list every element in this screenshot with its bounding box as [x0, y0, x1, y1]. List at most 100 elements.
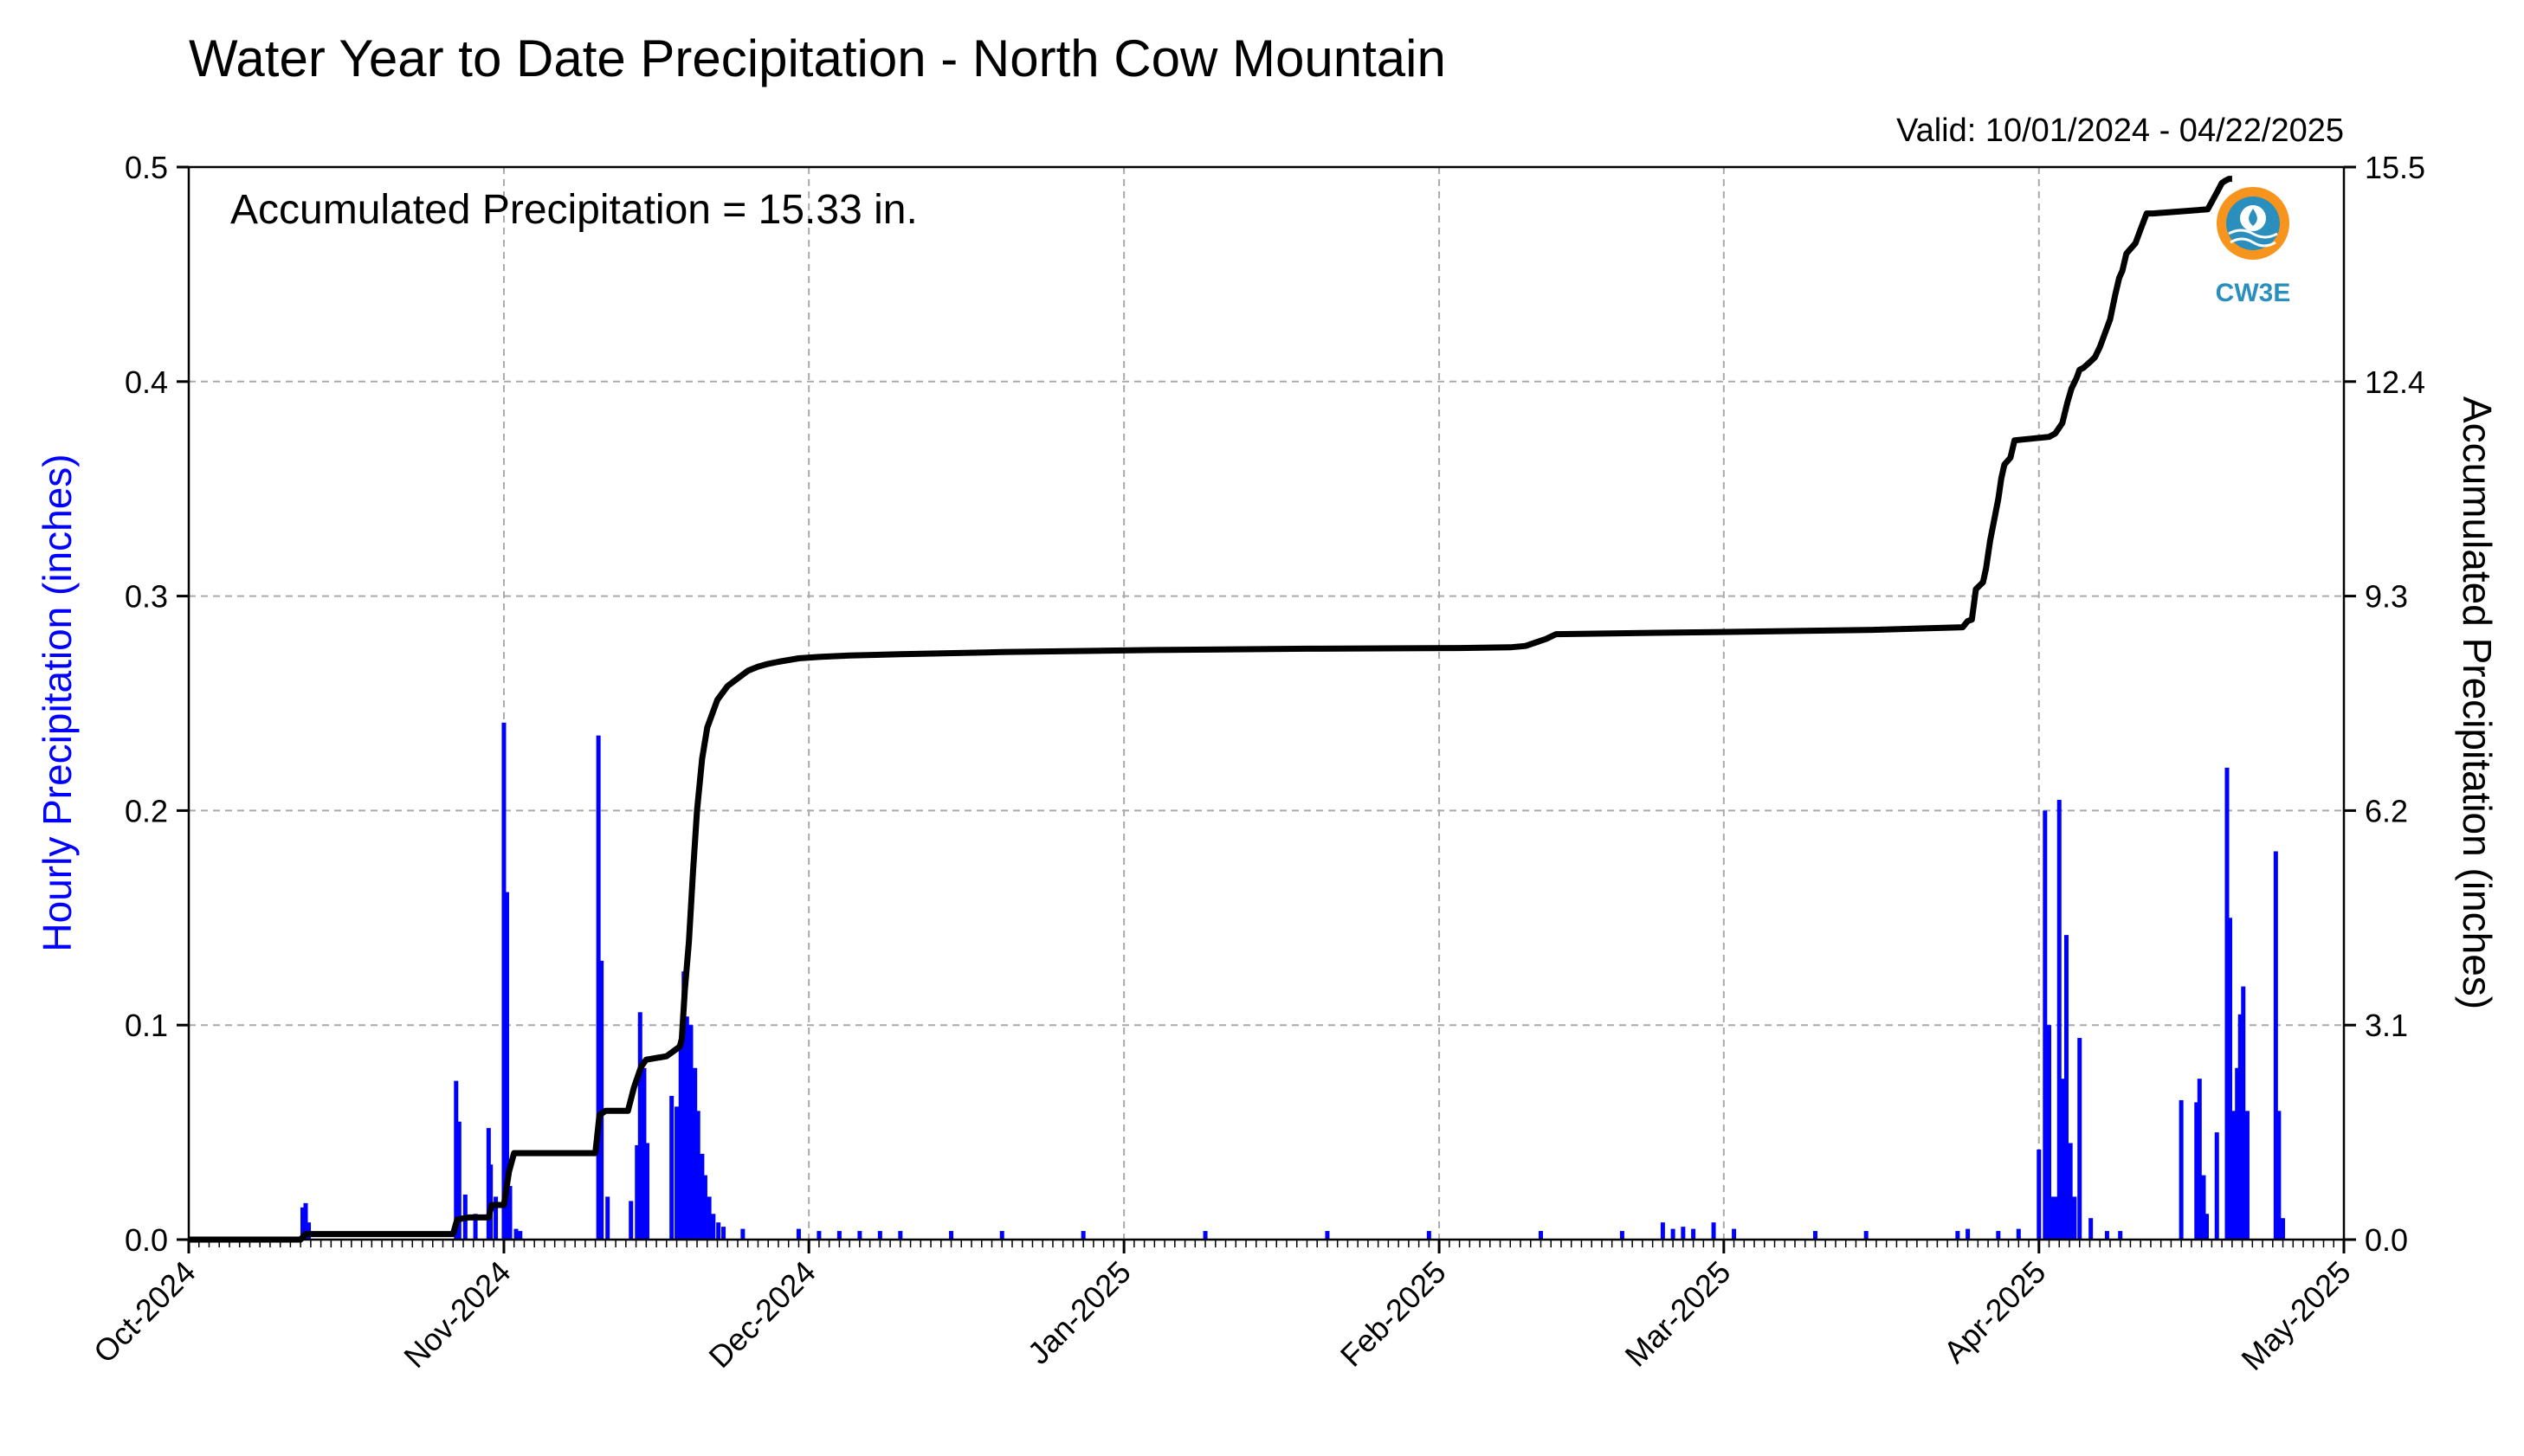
hourly-bar — [740, 1228, 746, 1240]
hourly-bar — [2204, 1214, 2210, 1240]
logo-wave-icon — [2230, 237, 2276, 248]
hourly-bar — [675, 1106, 680, 1240]
y-axis-left: 0.0 0.1 0.2 0.3 0.4 0.5 — [125, 150, 189, 1258]
hourly-bar — [2214, 1132, 2219, 1240]
x-tick-label: May-2025 — [2234, 1254, 2357, 1377]
hourly-bar — [1670, 1228, 1675, 1240]
hourly-bar — [2197, 1079, 2202, 1240]
hourly-bars — [300, 722, 2286, 1240]
hourly-bar — [721, 1227, 726, 1240]
hourly-bar — [898, 1231, 903, 1240]
y-tick-label-left: 0.3 — [125, 579, 168, 615]
hourly-bar — [1660, 1222, 1665, 1240]
y-tick-label-left: 0.2 — [125, 793, 168, 828]
y-tick-label-left: 0.0 — [125, 1222, 168, 1258]
hourly-bar — [681, 971, 687, 1240]
hourly-bar — [695, 1111, 700, 1240]
hourly-bar — [711, 1214, 716, 1240]
hourly-bar — [518, 1231, 523, 1240]
chart-title: Water Year to Date Precipitation - North… — [189, 29, 1446, 87]
hourly-bar — [300, 1207, 305, 1240]
logo-drop-icon — [2249, 209, 2257, 226]
hourly-bar — [2118, 1231, 2123, 1240]
hourly-bar — [2194, 1102, 2199, 1240]
hourly-bar — [1955, 1231, 1960, 1240]
logo-wave-icon — [2228, 229, 2278, 239]
hourly-bar — [2068, 1143, 2073, 1240]
hourly-bar — [1812, 1231, 1817, 1240]
hourly-bar — [1681, 1227, 1686, 1240]
hourly-bar — [700, 1153, 705, 1240]
hourly-bar — [1996, 1231, 2001, 1240]
hourly-bar — [2072, 1196, 2077, 1240]
y-tick-label-right: 12.4 — [2365, 364, 2425, 400]
hourly-bar — [473, 1214, 478, 1240]
hourly-bar — [707, 1196, 712, 1240]
y-tick-label-left: 0.5 — [125, 150, 168, 185]
hourly-bar — [2016, 1228, 2021, 1240]
hourly-bar — [669, 1095, 675, 1240]
y-axis-right-label: Accumulated Precipitation (inches) — [2455, 396, 2500, 1009]
hourly-bar — [629, 1201, 634, 1240]
hourly-bar — [2179, 1099, 2184, 1240]
hourly-bar — [507, 1186, 513, 1240]
hourly-bar — [2273, 851, 2278, 1240]
x-tick-label: Jan-2025 — [1021, 1254, 1138, 1371]
hourly-bar — [2244, 1111, 2250, 1240]
x-tick-label: Oct-2024 — [87, 1254, 203, 1370]
hourly-bar — [2077, 1038, 2082, 1240]
hourly-bar — [2281, 1218, 2286, 1240]
hourly-bar — [2224, 767, 2230, 1240]
y-tick-label-right: 6.2 — [2365, 793, 2408, 828]
hourly-bar — [642, 1067, 647, 1240]
hourly-bar — [1081, 1231, 1086, 1240]
hourly-bar — [1203, 1231, 1208, 1240]
hourly-bar — [2056, 800, 2062, 1240]
hourly-bar — [796, 1228, 801, 1240]
hourly-bar — [2276, 1111, 2282, 1240]
hourly-bar — [599, 960, 604, 1240]
hourly-bar — [693, 1067, 698, 1240]
x-tick-label: Nov-2024 — [397, 1254, 517, 1375]
hourly-bar — [2088, 1218, 2094, 1240]
hourly-bar — [688, 1025, 694, 1240]
hourly-bar — [678, 1046, 683, 1240]
hourly-bar — [501, 722, 507, 1240]
hourly-bar — [1863, 1231, 1869, 1240]
hourly-bar — [999, 1231, 1004, 1240]
hourly-bar — [2228, 918, 2233, 1240]
y-tick-label-right: 3.1 — [2365, 1008, 2408, 1043]
x-tick-label: Dec-2024 — [701, 1254, 822, 1375]
hourly-bar — [949, 1231, 954, 1240]
hourly-bar — [857, 1231, 862, 1240]
y-tick-label-right: 9.3 — [2365, 579, 2408, 615]
hourly-bar — [1426, 1231, 1431, 1240]
y-tick-label-right: 0.0 — [2365, 1222, 2408, 1258]
hourly-bar — [2235, 1067, 2240, 1240]
hourly-bar — [2050, 1196, 2055, 1240]
hourly-bar — [2104, 1231, 2109, 1240]
hourly-bar — [1711, 1222, 1716, 1240]
hourly-bar — [635, 1144, 640, 1240]
hourly-bar — [2054, 1196, 2059, 1240]
hourly-bar — [2241, 986, 2246, 1240]
accumulated-annotation: Accumulated Precipitation = 15.33 in. — [230, 187, 918, 233]
y-axis-left-label: Hourly Precipitation (inches) — [35, 454, 80, 951]
y-tick-label-right: 15.5 — [2365, 150, 2425, 185]
hourly-bar — [1538, 1231, 1543, 1240]
hourly-bar — [513, 1228, 519, 1240]
hourly-bar — [2237, 1014, 2243, 1240]
hourly-bar — [877, 1231, 882, 1240]
hourly-bar — [2231, 1111, 2237, 1240]
hourly-bar — [605, 1196, 610, 1240]
hourly-bar — [1619, 1231, 1624, 1240]
hourly-bar — [596, 735, 601, 1240]
hourly-bar — [494, 1196, 499, 1240]
hourly-bar — [644, 1143, 649, 1240]
hourly-bar — [488, 1164, 494, 1240]
hourly-bar — [836, 1231, 842, 1240]
hourly-bar — [2060, 1079, 2065, 1240]
hourly-bar — [303, 1202, 308, 1240]
cw3e-logo: CW3E — [2216, 187, 2290, 307]
